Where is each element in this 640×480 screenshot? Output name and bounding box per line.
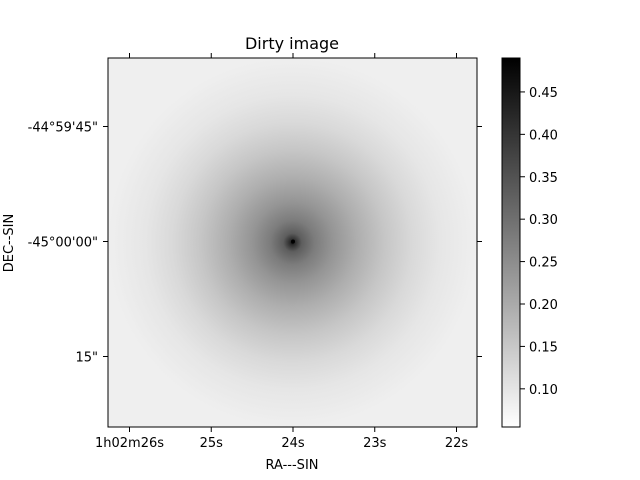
x-tick-label: 25s (200, 436, 224, 451)
peak-source (291, 239, 295, 244)
x-tick-label: 1h02m26s (95, 436, 164, 451)
colorbar-ticks: 0.10 0.15 0.20 0.25 0.30 0.35 0.40 0.45 (520, 86, 558, 398)
colorbar-tick-label: 0.15 (529, 340, 558, 355)
x-axis-label: RA---SIN (266, 458, 319, 473)
image-panel (107, 57, 478, 428)
x-tick-label: 23s (363, 436, 387, 451)
chart-title: Dirty image (245, 34, 339, 53)
y-axis-label: DEC--SIN (2, 214, 17, 273)
colorbar-tick-label: 0.40 (529, 128, 558, 143)
y-axis-ticks: -44°59'45" -45°00'00" 15" (28, 121, 482, 366)
colorbar-tick-label: 0.45 (529, 86, 558, 101)
x-tick-label: 22s (445, 436, 469, 451)
x-tick-label: 24s (281, 436, 305, 451)
colorbar-frame (501, 57, 521, 428)
colorbar-tick-label: 0.35 (529, 171, 558, 186)
colorbar-tick-label: 0.25 (529, 256, 558, 271)
colorbar-gradient (502, 58, 520, 427)
y-tick-label: -45°00'00" (28, 236, 98, 251)
y-tick-label: -44°59'45" (28, 121, 98, 136)
colorbar-tick-label: 0.20 (529, 298, 558, 313)
y-tick-label: 15" (75, 351, 98, 366)
colorbar-tick-label: 0.30 (529, 213, 558, 228)
x-axis-ticks: 1h02m26s 25s 24s 23s 22s (95, 53, 468, 451)
colorbar: 0.10 0.15 0.20 0.25 0.30 0.35 0.40 0.45 (501, 57, 558, 428)
colorbar-tick-label: 0.10 (529, 383, 558, 398)
